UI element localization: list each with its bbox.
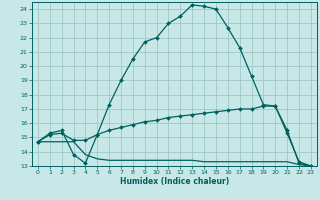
X-axis label: Humidex (Indice chaleur): Humidex (Indice chaleur): [120, 177, 229, 186]
